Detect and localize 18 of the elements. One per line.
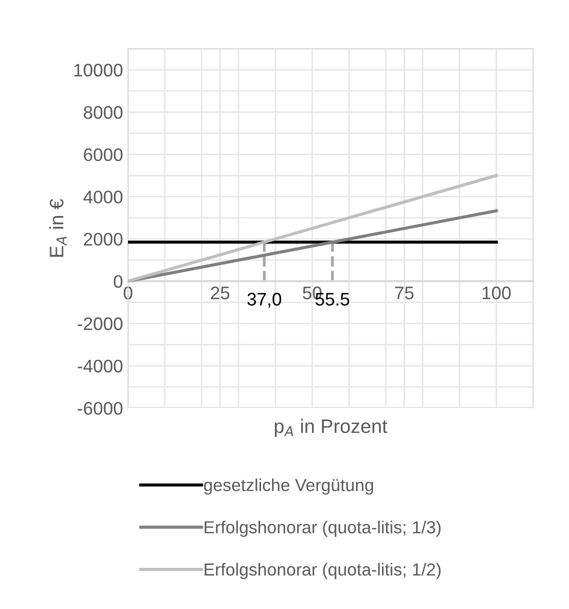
y-tick-label: 6000 bbox=[84, 148, 122, 162]
x-tick-label: 25 bbox=[210, 286, 230, 300]
y-tick-label: -4000 bbox=[78, 360, 122, 372]
legend-label: gesetzliche Vergütung bbox=[204, 478, 374, 495]
y-tick-label: 4000 bbox=[83, 190, 122, 204]
ref-line-label: 37,0 bbox=[247, 292, 282, 308]
y-tick-label: -2000 bbox=[78, 317, 122, 330]
y-tick-label: -6000 bbox=[78, 402, 122, 415]
y-tick-label: 2000 bbox=[84, 232, 122, 246]
legend-label: Erfolgshonorar (quota-litis; 1/3) bbox=[204, 520, 441, 537]
x-tick-label: 75 bbox=[395, 286, 414, 300]
y-axis-title: E$_{A}$ in € bbox=[49, 198, 66, 257]
y-tick-label: 0 bbox=[114, 275, 122, 288]
y-tick-label: 8000 bbox=[84, 106, 122, 119]
x-tick-label: 100 bbox=[482, 286, 511, 300]
x-axis-title: p$_{A}$ in Prozent bbox=[274, 418, 388, 437]
y-tick-label: 10000 bbox=[74, 64, 122, 77]
legend-label: Erfolgshonorar (quota-litis; 1/2) bbox=[204, 562, 441, 580]
